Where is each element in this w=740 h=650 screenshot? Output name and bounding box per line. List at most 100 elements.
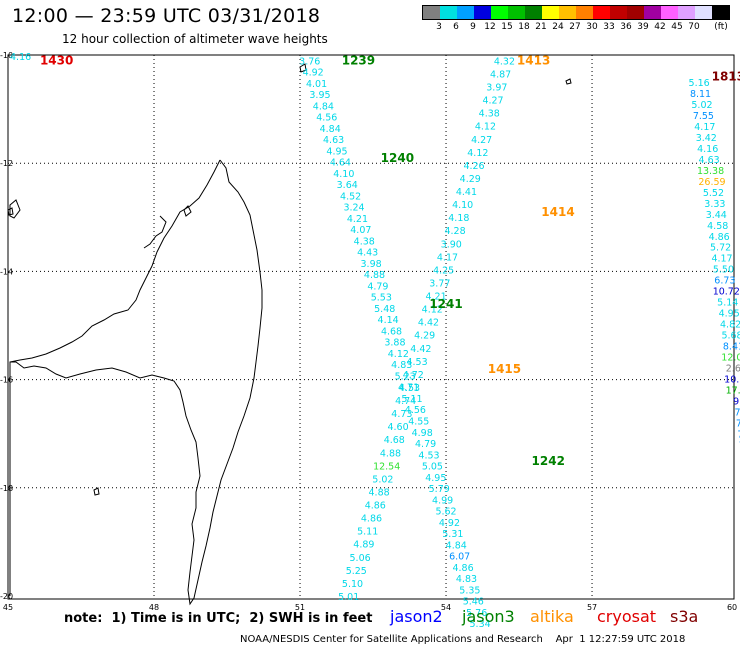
wave-height-value: 4.88 [380, 448, 401, 459]
mission-jason3: jason3 [462, 607, 515, 626]
wave-height-value: 4.27 [471, 135, 492, 146]
legend-label: 42 [654, 22, 666, 32]
wave-height-value: 4.29 [414, 331, 435, 342]
legend-label: 39 [637, 22, 649, 32]
wave-height-value: 6.73 [714, 276, 735, 287]
wave-height-value: 4.98 [412, 428, 433, 439]
wave-height-value: 5.05 [422, 462, 443, 473]
wave-height-value: 10.74 [724, 374, 740, 385]
wave-height-value: 5.06 [350, 553, 371, 564]
wave-height-value: 4.79 [367, 281, 388, 292]
lon-label: 54 [441, 603, 451, 612]
wave-height-value: 4.73 [391, 409, 412, 420]
chart-subtitle: 12 hour collection of altimeter wave hei… [62, 32, 328, 46]
wave-height-value: 3.42 [696, 133, 717, 144]
pass-time-label: 1239 [342, 53, 375, 67]
wave-height-value: 4.38 [479, 109, 500, 120]
wave-height-value: 4.12 [467, 148, 488, 159]
wave-height-value: 5.52 [703, 188, 724, 199]
wave-height-value: 3.24 [343, 203, 364, 214]
wave-height-value: 4.42 [410, 344, 431, 355]
wave-height-value: 5.02 [372, 474, 393, 485]
wave-height-value: 4.60 [387, 422, 408, 433]
legend-swatch [712, 6, 729, 19]
wave-height-value: 4.18 [448, 213, 469, 224]
lon-label: 51 [295, 603, 305, 612]
legend-label: 6 [453, 22, 459, 32]
wave-height-value: 3.88 [384, 338, 405, 349]
wave-height-value: 3.97 [486, 83, 507, 94]
pass-time-label: 1813 [712, 70, 740, 84]
wave-height-value: 3.90 [441, 239, 462, 250]
wave-height-value: 4.83 [456, 574, 477, 585]
lat-label: -12 [0, 159, 13, 168]
wave-height-value: 3.64 [337, 180, 358, 191]
wave-height-value: 4.83 [391, 360, 412, 371]
wave-height-value: 7.8 [736, 418, 740, 429]
legend-swatch [457, 6, 474, 19]
wave-height-value: 3.44 [706, 210, 727, 221]
wave-height-value: 5.02 [691, 100, 712, 111]
lon-label: 60 [727, 603, 737, 612]
madagascar-coastline [9, 159, 263, 606]
pass-time-label: 1241 [429, 297, 462, 311]
legend-label: (ft) [714, 22, 728, 32]
legend-swatch [627, 6, 644, 19]
wave-height-value: 4.17 [711, 254, 732, 265]
wave-height-value: 4.74 [395, 396, 416, 407]
wave-height-value: 4.86 [361, 514, 382, 525]
footer-note: note: 1) Time is in UTC; 2) SWH is in fe… [64, 611, 373, 626]
wave-height-value: 4.53 [406, 357, 427, 368]
legend-label: 12 [484, 22, 496, 32]
wave-height-value: 4.32 [494, 56, 515, 67]
wave-height-value: 4.55 [408, 416, 429, 427]
wave-height-value: 4.58 [707, 221, 728, 232]
wave-height-value: 9.3 [733, 396, 740, 407]
wave-height-value: 12.54 [373, 461, 400, 472]
wave-height-value: 4.82 [720, 320, 740, 331]
wave-height-value: 4.38 [354, 236, 375, 247]
wave-height-value: 4.72 [403, 370, 424, 381]
wave-height-value: 5.79 [429, 484, 450, 495]
wave-height-value: 4.53 [418, 450, 439, 461]
wave-height-value: 4.14 [378, 315, 399, 326]
wave-height-value: 6.07 [449, 552, 470, 563]
wave-height-value: 5.11 [357, 527, 378, 538]
wave-height-value: 4.87 [490, 69, 511, 80]
wave-height-value: 4.10 [333, 169, 354, 180]
wave-height-value: 5.31 [442, 529, 463, 540]
wave-height-value: 4.95 [425, 473, 446, 484]
legend-swatch [695, 6, 712, 19]
wave-height-value: 7.55 [693, 111, 714, 122]
lat-label: -10 [0, 51, 13, 60]
legend-label: 15 [501, 22, 513, 32]
wave-height-value: 5.53 [371, 293, 392, 304]
wave-height-value: 4.68 [381, 326, 402, 337]
legend-label: 18 [518, 22, 530, 32]
legend-labels: 3 6 9 12 15 18 21 24 27 30 33 36 39 42 45 70 (ft) [422, 20, 740, 34]
wave-height-value: 4.16 [10, 52, 31, 63]
lon-label: 45 [3, 603, 13, 612]
northern-coast [9, 159, 221, 363]
wave-height-value: 17.54 [726, 385, 740, 396]
wave-height-value: 4.99 [432, 495, 453, 506]
legend-swatch [610, 6, 627, 19]
wave-height-value: 4.56 [405, 405, 426, 416]
lon-label: 48 [149, 603, 159, 612]
wave-height-value: 4.53 [399, 383, 420, 394]
wave-height-value: 4.41 [456, 187, 477, 198]
legend-label: 27 [569, 22, 581, 32]
legend-label: 21 [535, 22, 547, 32]
pass-time-label: 1430 [40, 53, 73, 67]
wave-height-value: 4.84 [313, 101, 334, 112]
wave-height-value: 8.11 [690, 89, 711, 100]
wave-height-value: 4.64 [330, 158, 351, 169]
wave-height-value: 3.77 [429, 278, 450, 289]
map-grid: 45 48 51 54 57 60 -10 -12 -14 -16 -18 -20 [0, 51, 737, 612]
wave-height-value: 3.33 [704, 199, 725, 210]
wave-height-value: 4.86 [709, 232, 730, 243]
wave-height-value: 5.68 [721, 331, 740, 342]
wave-height-value: 5.46 [463, 597, 484, 608]
islet-b [93, 487, 100, 496]
